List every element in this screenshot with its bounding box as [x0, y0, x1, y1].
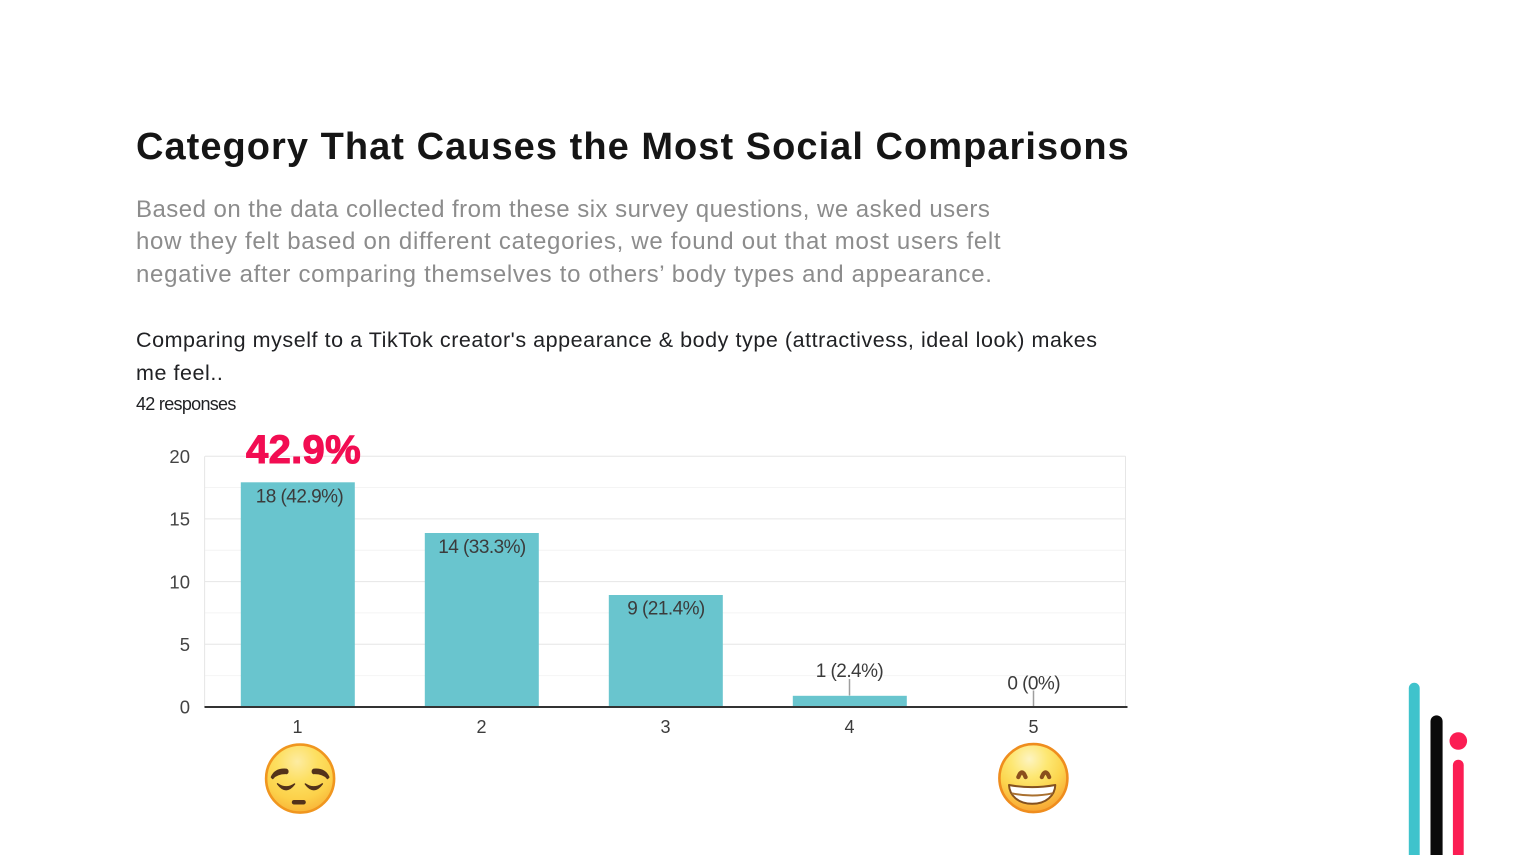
svg-text:10: 10	[169, 571, 190, 592]
svg-text:14 (33.3%): 14 (33.3%)	[438, 537, 526, 558]
svg-text:9 (21.4%): 9 (21.4%)	[627, 599, 705, 620]
svg-text:0 (0%): 0 (0%)	[1007, 674, 1060, 695]
svg-text:5: 5	[180, 634, 190, 655]
svg-text:20: 20	[169, 446, 190, 467]
svg-text:15: 15	[169, 509, 190, 530]
svg-text:2: 2	[476, 717, 486, 737]
svg-text:3: 3	[660, 717, 670, 737]
svg-text:1: 1	[292, 717, 302, 737]
svg-text:5: 5	[1028, 717, 1038, 737]
svg-text:1 (2.4%): 1 (2.4%)	[816, 661, 884, 682]
svg-text:4: 4	[844, 717, 854, 737]
svg-text:42.9%: 42.9%	[246, 428, 361, 472]
svg-text:0: 0	[180, 697, 190, 718]
svg-text:18 (42.9%): 18 (42.9%)	[256, 487, 344, 508]
